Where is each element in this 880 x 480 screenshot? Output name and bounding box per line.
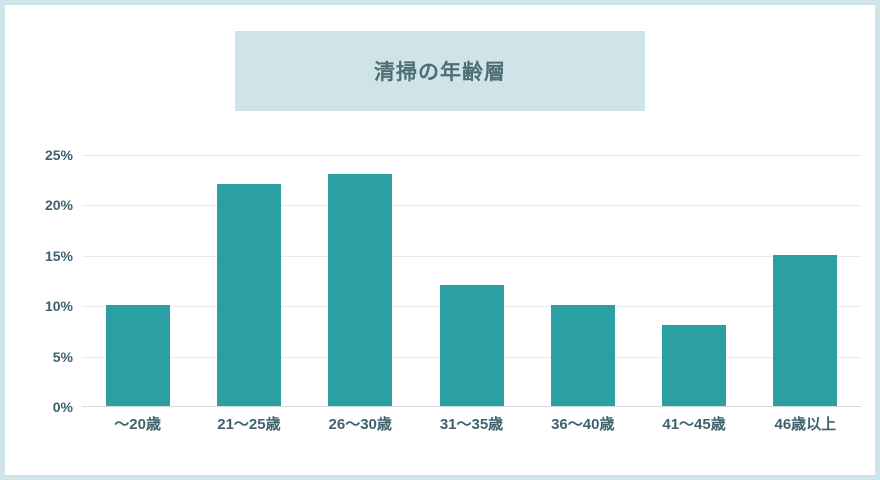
x-axis-label: 21〜25歳 [217,416,281,433]
y-axis-label: 10% [44,298,73,315]
bar [439,285,504,406]
y-axis-label: 15% [44,247,73,264]
chart-title: 清掃の年齢層 [374,61,506,84]
x-axis-label: 31〜35歳 [439,416,504,433]
bar [550,305,615,406]
y-axis-label: 0% [52,399,73,415]
gridline [82,255,861,257]
bar [662,325,727,406]
bar [773,254,838,406]
bar [216,184,281,406]
gridline [82,205,861,207]
bar-chart-plot-area: 0% 5% 10% 15% 20% 25% 〜20歳 21〜25歳 26〜30歳 31〜35歳 36… [45,147,861,433]
x-axis-label: 〜20歳 [114,416,161,433]
bar [328,174,393,406]
y-axis-label: 20% [44,197,73,214]
x-axis-label: 26〜30歳 [328,416,392,433]
y-axis-label: 25% [44,147,73,163]
x-axis-label: 36〜40歳 [551,416,615,433]
y-axis-label: 5% [52,348,73,365]
gridline [82,155,861,156]
x-axis-label: 46歳以上 [774,416,837,433]
bar [105,305,170,406]
x-axis-label: 41〜45歳 [662,416,726,433]
chart-title-box: 清掃の年齢層 [235,31,645,111]
